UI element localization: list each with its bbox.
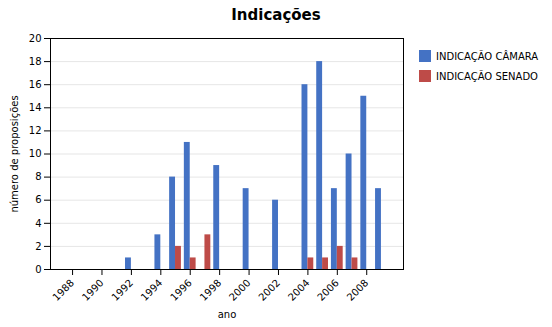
svg-text:6: 6 xyxy=(35,194,41,205)
svg-text:1992: 1992 xyxy=(109,277,135,303)
svg-text:2: 2 xyxy=(35,241,41,252)
svg-text:2008: 2008 xyxy=(345,277,371,303)
html-text:Indicações: Indicações xyxy=(231,6,321,24)
svg-text:1994: 1994 xyxy=(139,277,165,303)
svg-text:1996: 1996 xyxy=(168,277,194,303)
svg-text:16: 16 xyxy=(29,79,42,90)
svg-text:10: 10 xyxy=(29,148,42,159)
svg-text:2006: 2006 xyxy=(315,277,341,303)
svg-text:14: 14 xyxy=(29,102,42,113)
svg-text:2000: 2000 xyxy=(227,277,253,303)
svg-text:8: 8 xyxy=(35,171,41,182)
svg-text:número de proposições: número de proposições xyxy=(9,95,20,212)
svg-text:18: 18 xyxy=(29,56,42,67)
svg-text:2002: 2002 xyxy=(256,277,282,303)
svg-text:2004: 2004 xyxy=(286,277,312,303)
svg-text:1990: 1990 xyxy=(80,277,106,303)
svg-text:20: 20 xyxy=(29,33,42,44)
svg-text:1998: 1998 xyxy=(198,277,224,303)
svg-text:0: 0 xyxy=(35,264,41,275)
html-text:INDICAÇÃO SENADO: INDICAÇÃO SENADO xyxy=(436,70,538,82)
svg-text:4: 4 xyxy=(35,218,41,229)
svg-text:1988: 1988 xyxy=(50,277,76,303)
html-text:INDICAÇÃO CÂMARA: INDICAÇÃO CÂMARA xyxy=(436,50,539,62)
svg-text:12: 12 xyxy=(29,125,42,136)
svg-text:ano: ano xyxy=(218,309,237,320)
